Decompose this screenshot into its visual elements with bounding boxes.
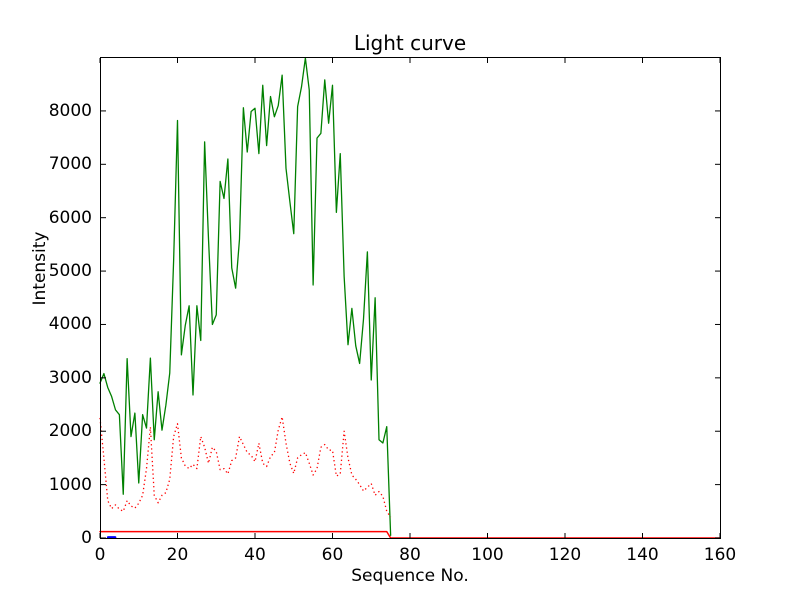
y-tick-label: 3000 xyxy=(48,367,92,388)
y-tick-label: 6000 xyxy=(48,207,92,228)
y-tick-label: 4000 xyxy=(48,314,92,335)
y-tick-label: 0 xyxy=(81,528,92,548)
y-tick-label: 1000 xyxy=(48,474,92,495)
y-axis-label: Intensity xyxy=(30,231,50,306)
series-secondary-intensity-red-dotted xyxy=(99,416,392,518)
y-tick-label: 8000 xyxy=(48,100,92,121)
x-tick-label: 100 xyxy=(471,545,504,565)
y-tick-label: 5000 xyxy=(48,261,92,282)
y-tick-label: 2000 xyxy=(48,421,92,442)
x-tick-label: 160 xyxy=(703,545,737,565)
x-tick-label: 120 xyxy=(548,545,582,565)
x-tick-label: 20 xyxy=(166,545,189,565)
x-tick-label: 80 xyxy=(399,545,421,565)
y-tick-label: 7000 xyxy=(48,154,92,175)
x-tick-label: 140 xyxy=(626,545,659,565)
chart-title: Light curve xyxy=(353,31,467,55)
x-tick-label: 60 xyxy=(321,545,344,565)
x-tick-label: 40 xyxy=(244,545,266,565)
series-main-intensity-green-solid xyxy=(99,57,392,536)
axes-frame xyxy=(100,57,721,539)
x-axis-label: Sequence No. xyxy=(351,566,469,586)
x-tick-label: 0 xyxy=(94,545,106,565)
